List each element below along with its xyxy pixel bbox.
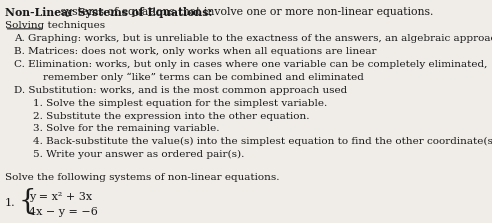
Text: Non-Linear Systems of Equations:: Non-Linear Systems of Equations: [4,7,212,18]
Text: 1.: 1. [4,198,15,208]
Text: 2. Substitute the expression into the other equation.: 2. Substitute the expression into the ot… [33,112,310,121]
Text: A. Graphing: works, but is unreliable to the exactness of the answers, an algebr: A. Graphing: works, but is unreliable to… [14,35,492,43]
Text: 4x − y = −6: 4x − y = −6 [29,207,97,217]
Text: 5. Write your answer as ordered pair(s).: 5. Write your answer as ordered pair(s). [33,150,245,159]
Text: Solving techniques: Solving techniques [4,21,105,30]
Text: 3. Solve for the remaining variable.: 3. Solve for the remaining variable. [33,124,220,134]
Text: 1. Solve the simplest equation for the simplest variable.: 1. Solve the simplest equation for the s… [33,99,328,108]
Text: y = x² + 3x: y = x² + 3x [29,192,92,202]
Text: D. Substitution: works, and is the most common approach used: D. Substitution: works, and is the most … [14,86,347,95]
Text: Solve the following systems of non-linear equations.: Solve the following systems of non-linea… [4,173,279,182]
Text: 4. Back-substitute the value(s) into the simplest equation to find the other coo: 4. Back-substitute the value(s) into the… [33,137,492,147]
Text: B. Matrices: does not work, only works when all equations are linear: B. Matrices: does not work, only works w… [14,47,377,56]
Text: remember only “like” terms can be combined and eliminated: remember only “like” terms can be combin… [43,73,364,82]
Text: C. Elimination: works, but only in cases where one variable can be completely el: C. Elimination: works, but only in cases… [14,60,488,69]
Text: systems of equations that involve one or more non-linear equations.: systems of equations that involve one or… [57,7,433,17]
Text: {: { [19,188,36,215]
